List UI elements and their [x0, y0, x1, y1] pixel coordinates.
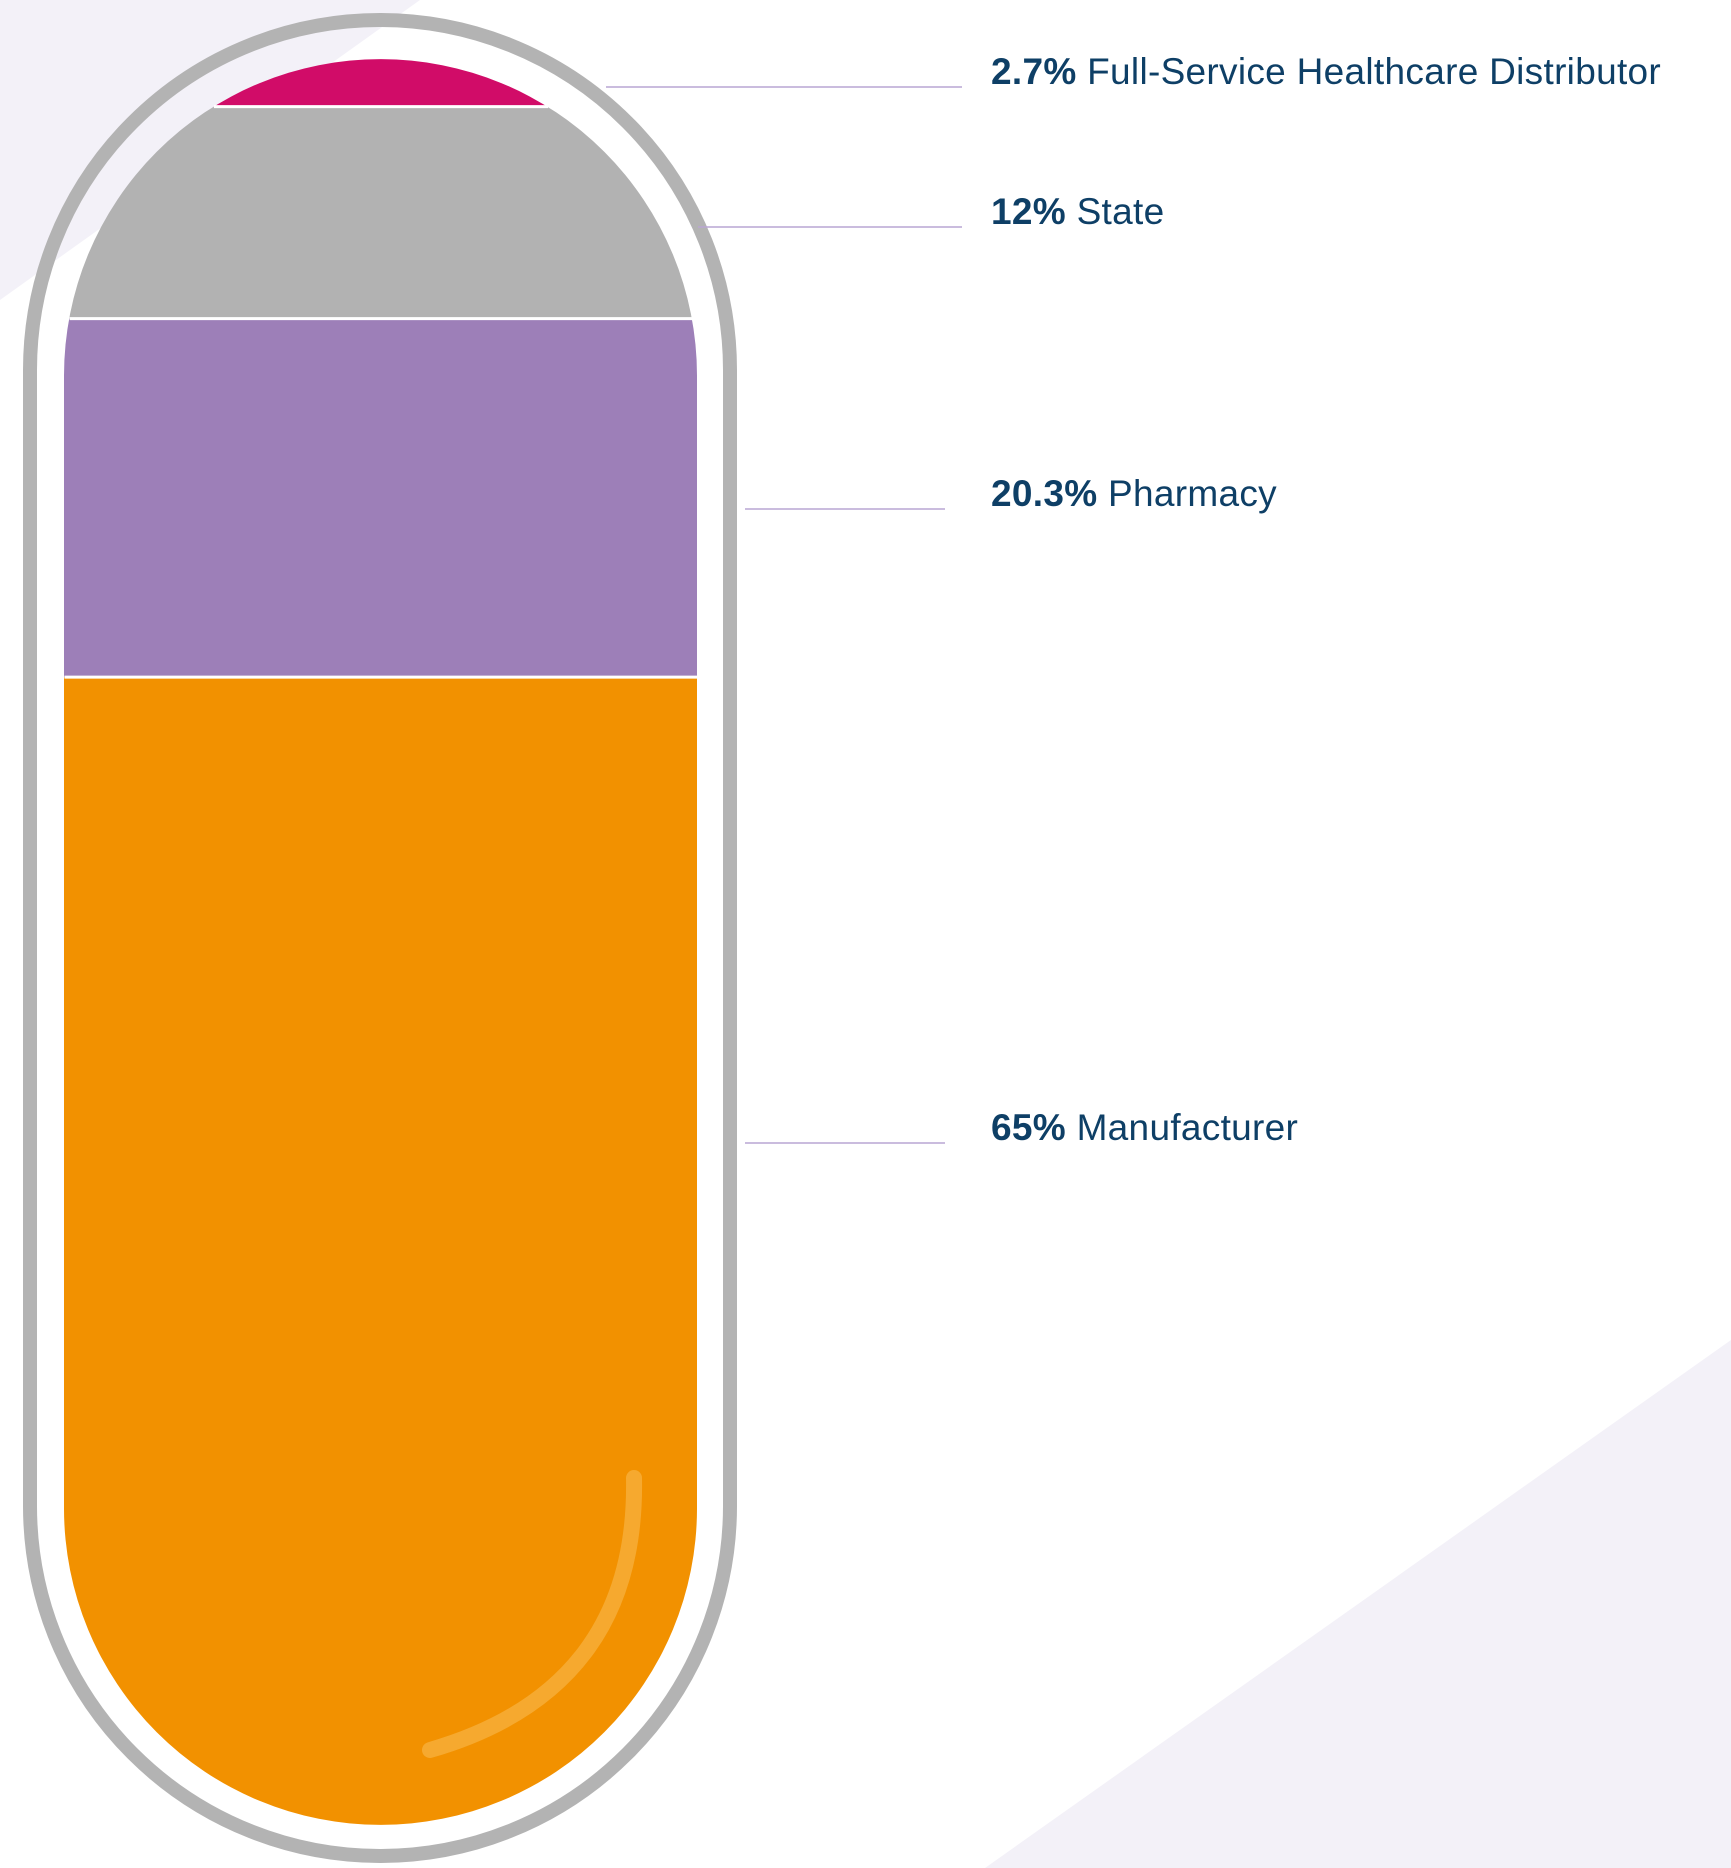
highlight-arc [422, 1470, 643, 1758]
legend-value: 12% [991, 191, 1066, 232]
legend-category: State [1076, 191, 1165, 232]
legend-category: Full-Service Healthcare Distributor [1087, 51, 1662, 92]
capsule-outline [23, 13, 737, 1863]
background-shape-bottom-right [985, 1340, 1731, 1868]
legend-label-state: 12% State [991, 193, 1164, 230]
segment-state [64, 106, 697, 319]
legend-value: 20.3% [991, 473, 1098, 514]
segment-pharmacy [64, 318, 697, 678]
legend-value: 65% [991, 1107, 1066, 1148]
legend-value: 2.7% [991, 51, 1077, 92]
legend-category: Manufacturer [1076, 1107, 1299, 1148]
legend-label-full-service-healthcare-distributor: 2.7% Full-Service Healthcare Distributor [991, 53, 1661, 90]
segment-manufacturer [64, 677, 697, 1825]
legend-category: Pharmacy [1108, 473, 1277, 514]
legend-label-manufacturer: 65% Manufacturer [991, 1109, 1298, 1146]
legend-label-pharmacy: 20.3% Pharmacy [991, 475, 1277, 512]
